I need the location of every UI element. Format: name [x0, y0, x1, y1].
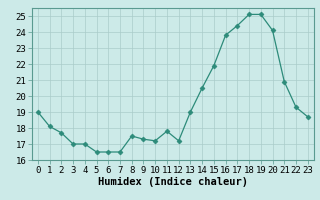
X-axis label: Humidex (Indice chaleur): Humidex (Indice chaleur) [98, 177, 248, 187]
